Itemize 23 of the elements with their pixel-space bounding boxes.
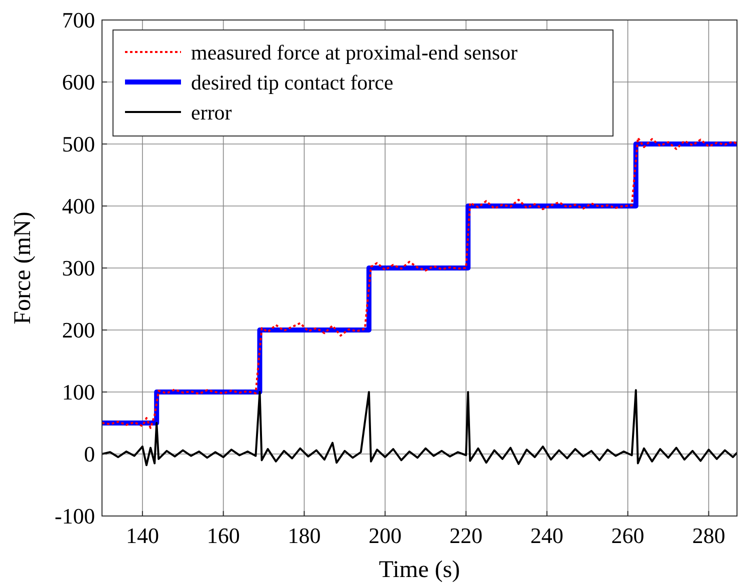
y-tick-label: 700 <box>62 8 95 33</box>
x-tick-label: 280 <box>692 523 726 548</box>
x-tick-label: 220 <box>450 523 483 548</box>
y-axis-title: Force (mN) <box>10 212 36 324</box>
y-tick-label: 500 <box>62 132 95 157</box>
y-tick-label: 200 <box>62 318 95 343</box>
y-tick-label: -100 <box>54 504 95 529</box>
x-axis-title: Time (s) <box>378 557 460 583</box>
x-tick-label: 180 <box>288 523 321 548</box>
legend-label: measured force at proximal-end sensor <box>191 40 518 64</box>
x-tick-label: 240 <box>530 523 564 548</box>
x-tick-label: 160 <box>206 523 240 548</box>
legend-label: desired tip contact force <box>191 70 394 94</box>
legend-label: error <box>191 100 232 124</box>
x-tick-label: 200 <box>368 523 402 548</box>
y-tick-label: 300 <box>62 256 95 281</box>
x-tick-label: 140 <box>126 523 159 548</box>
y-tick-label: 600 <box>62 70 95 95</box>
line-series <box>102 389 737 466</box>
x-tick-label: 260 <box>611 523 644 548</box>
y-tick-label: 400 <box>62 194 95 219</box>
y-tick-label: 100 <box>62 380 95 405</box>
y-tick-label: 0 <box>84 442 95 467</box>
